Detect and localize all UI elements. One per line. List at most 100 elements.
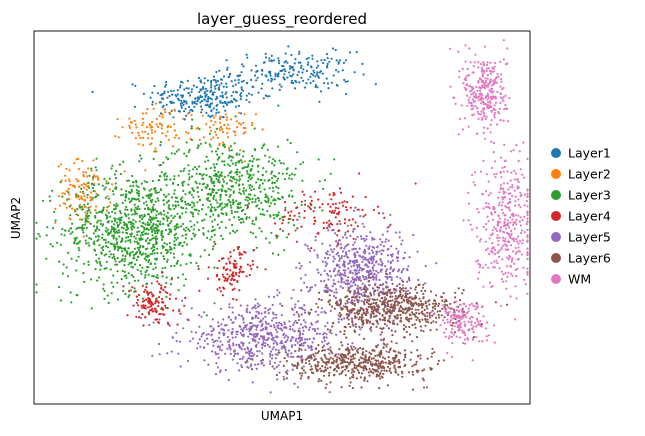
point-layer3 xyxy=(78,249,81,252)
point-layer3 xyxy=(122,227,125,230)
point-layer6 xyxy=(400,301,403,304)
point-layer3 xyxy=(239,221,243,224)
point-layer3 xyxy=(221,160,224,163)
point-layer6 xyxy=(356,309,359,313)
point-layer3 xyxy=(133,203,136,206)
point-layer6 xyxy=(340,366,343,369)
point-layer5 xyxy=(303,309,306,312)
point-layer3 xyxy=(142,202,145,205)
point-layer5 xyxy=(248,311,252,314)
point-layer5 xyxy=(248,352,251,355)
point-layer6 xyxy=(368,299,371,302)
point-layer6 xyxy=(397,301,400,304)
point-layer5 xyxy=(354,283,357,286)
point-layer6 xyxy=(401,307,404,310)
point-layer6 xyxy=(360,386,363,389)
point-layer1 xyxy=(307,78,310,81)
point-layer6 xyxy=(383,301,387,304)
point-layer3 xyxy=(113,243,116,246)
point-layer1 xyxy=(180,101,184,105)
point-layer2 xyxy=(173,129,176,132)
point-layer5 xyxy=(359,255,362,258)
point-layer5 xyxy=(237,343,241,346)
point-layer1 xyxy=(288,65,292,68)
point-layer6 xyxy=(344,368,347,371)
point-layer3 xyxy=(100,210,103,213)
point-layer3 xyxy=(133,226,136,229)
point-layer6 xyxy=(379,291,382,294)
point-layer3 xyxy=(69,214,72,217)
point-layer5 xyxy=(390,261,393,264)
point-layer3 xyxy=(137,279,140,282)
point-layer6 xyxy=(462,289,465,292)
point-layer3 xyxy=(135,188,138,192)
point-layer3 xyxy=(132,257,135,260)
point-layer4 xyxy=(313,216,316,219)
point-layer4 xyxy=(330,198,333,201)
point-layer3 xyxy=(143,188,146,191)
point-layer3 xyxy=(156,220,160,223)
point-layer2 xyxy=(54,221,57,224)
point-layer5 xyxy=(217,321,220,324)
point-layer5 xyxy=(360,326,363,329)
point-layer5 xyxy=(346,224,349,227)
point-layer5 xyxy=(257,363,260,366)
point-layer6 xyxy=(441,299,444,302)
point-layer5 xyxy=(367,247,370,250)
point-wm xyxy=(472,113,475,116)
point-layer3 xyxy=(221,189,224,192)
point-wm xyxy=(499,92,502,96)
point-layer3 xyxy=(232,190,235,193)
point-layer3 xyxy=(124,214,127,217)
point-layer5 xyxy=(293,321,296,324)
point-layer3 xyxy=(150,209,153,212)
point-layer2 xyxy=(84,206,87,209)
point-layer3 xyxy=(125,236,128,239)
point-layer3 xyxy=(162,161,165,164)
point-wm xyxy=(483,71,486,74)
point-layer3 xyxy=(193,224,196,227)
point-layer3 xyxy=(260,201,263,204)
point-layer6 xyxy=(331,325,334,328)
point-layer3 xyxy=(288,174,291,177)
point-layer4 xyxy=(364,213,367,216)
point-layer2 xyxy=(215,133,218,136)
point-layer5 xyxy=(200,315,203,318)
point-layer2 xyxy=(63,192,66,195)
point-layer6 xyxy=(349,377,352,380)
point-layer3 xyxy=(103,188,106,191)
point-layer4 xyxy=(143,290,146,293)
point-layer5 xyxy=(396,275,399,278)
point-layer2 xyxy=(242,121,245,125)
point-layer6 xyxy=(399,319,402,322)
point-layer3 xyxy=(208,143,211,146)
point-layer3 xyxy=(266,148,269,151)
point-layer5 xyxy=(298,340,301,343)
point-layer3 xyxy=(258,199,261,202)
point-layer6 xyxy=(386,365,390,368)
point-layer1 xyxy=(283,73,286,76)
point-layer6 xyxy=(364,291,367,294)
point-layer1 xyxy=(228,101,231,104)
point-layer2 xyxy=(60,179,63,182)
point-layer4 xyxy=(338,220,341,223)
point-layer3 xyxy=(121,201,124,205)
point-layer1 xyxy=(262,97,265,100)
point-layer3 xyxy=(113,217,116,220)
point-layer3 xyxy=(152,203,155,206)
point-layer5 xyxy=(148,323,151,327)
point-layer3 xyxy=(214,150,218,153)
point-layer3 xyxy=(46,226,49,229)
point-wm xyxy=(454,102,457,105)
point-layer2 xyxy=(169,112,172,116)
point-layer5 xyxy=(373,238,376,241)
point-layer6 xyxy=(376,354,379,357)
point-layer5 xyxy=(356,260,359,264)
point-layer6 xyxy=(410,311,414,314)
point-layer6 xyxy=(408,371,411,374)
point-layer6 xyxy=(428,314,431,317)
point-layer6 xyxy=(375,325,378,328)
point-layer3 xyxy=(127,247,130,250)
point-layer5 xyxy=(175,340,178,343)
point-layer4 xyxy=(246,263,249,266)
